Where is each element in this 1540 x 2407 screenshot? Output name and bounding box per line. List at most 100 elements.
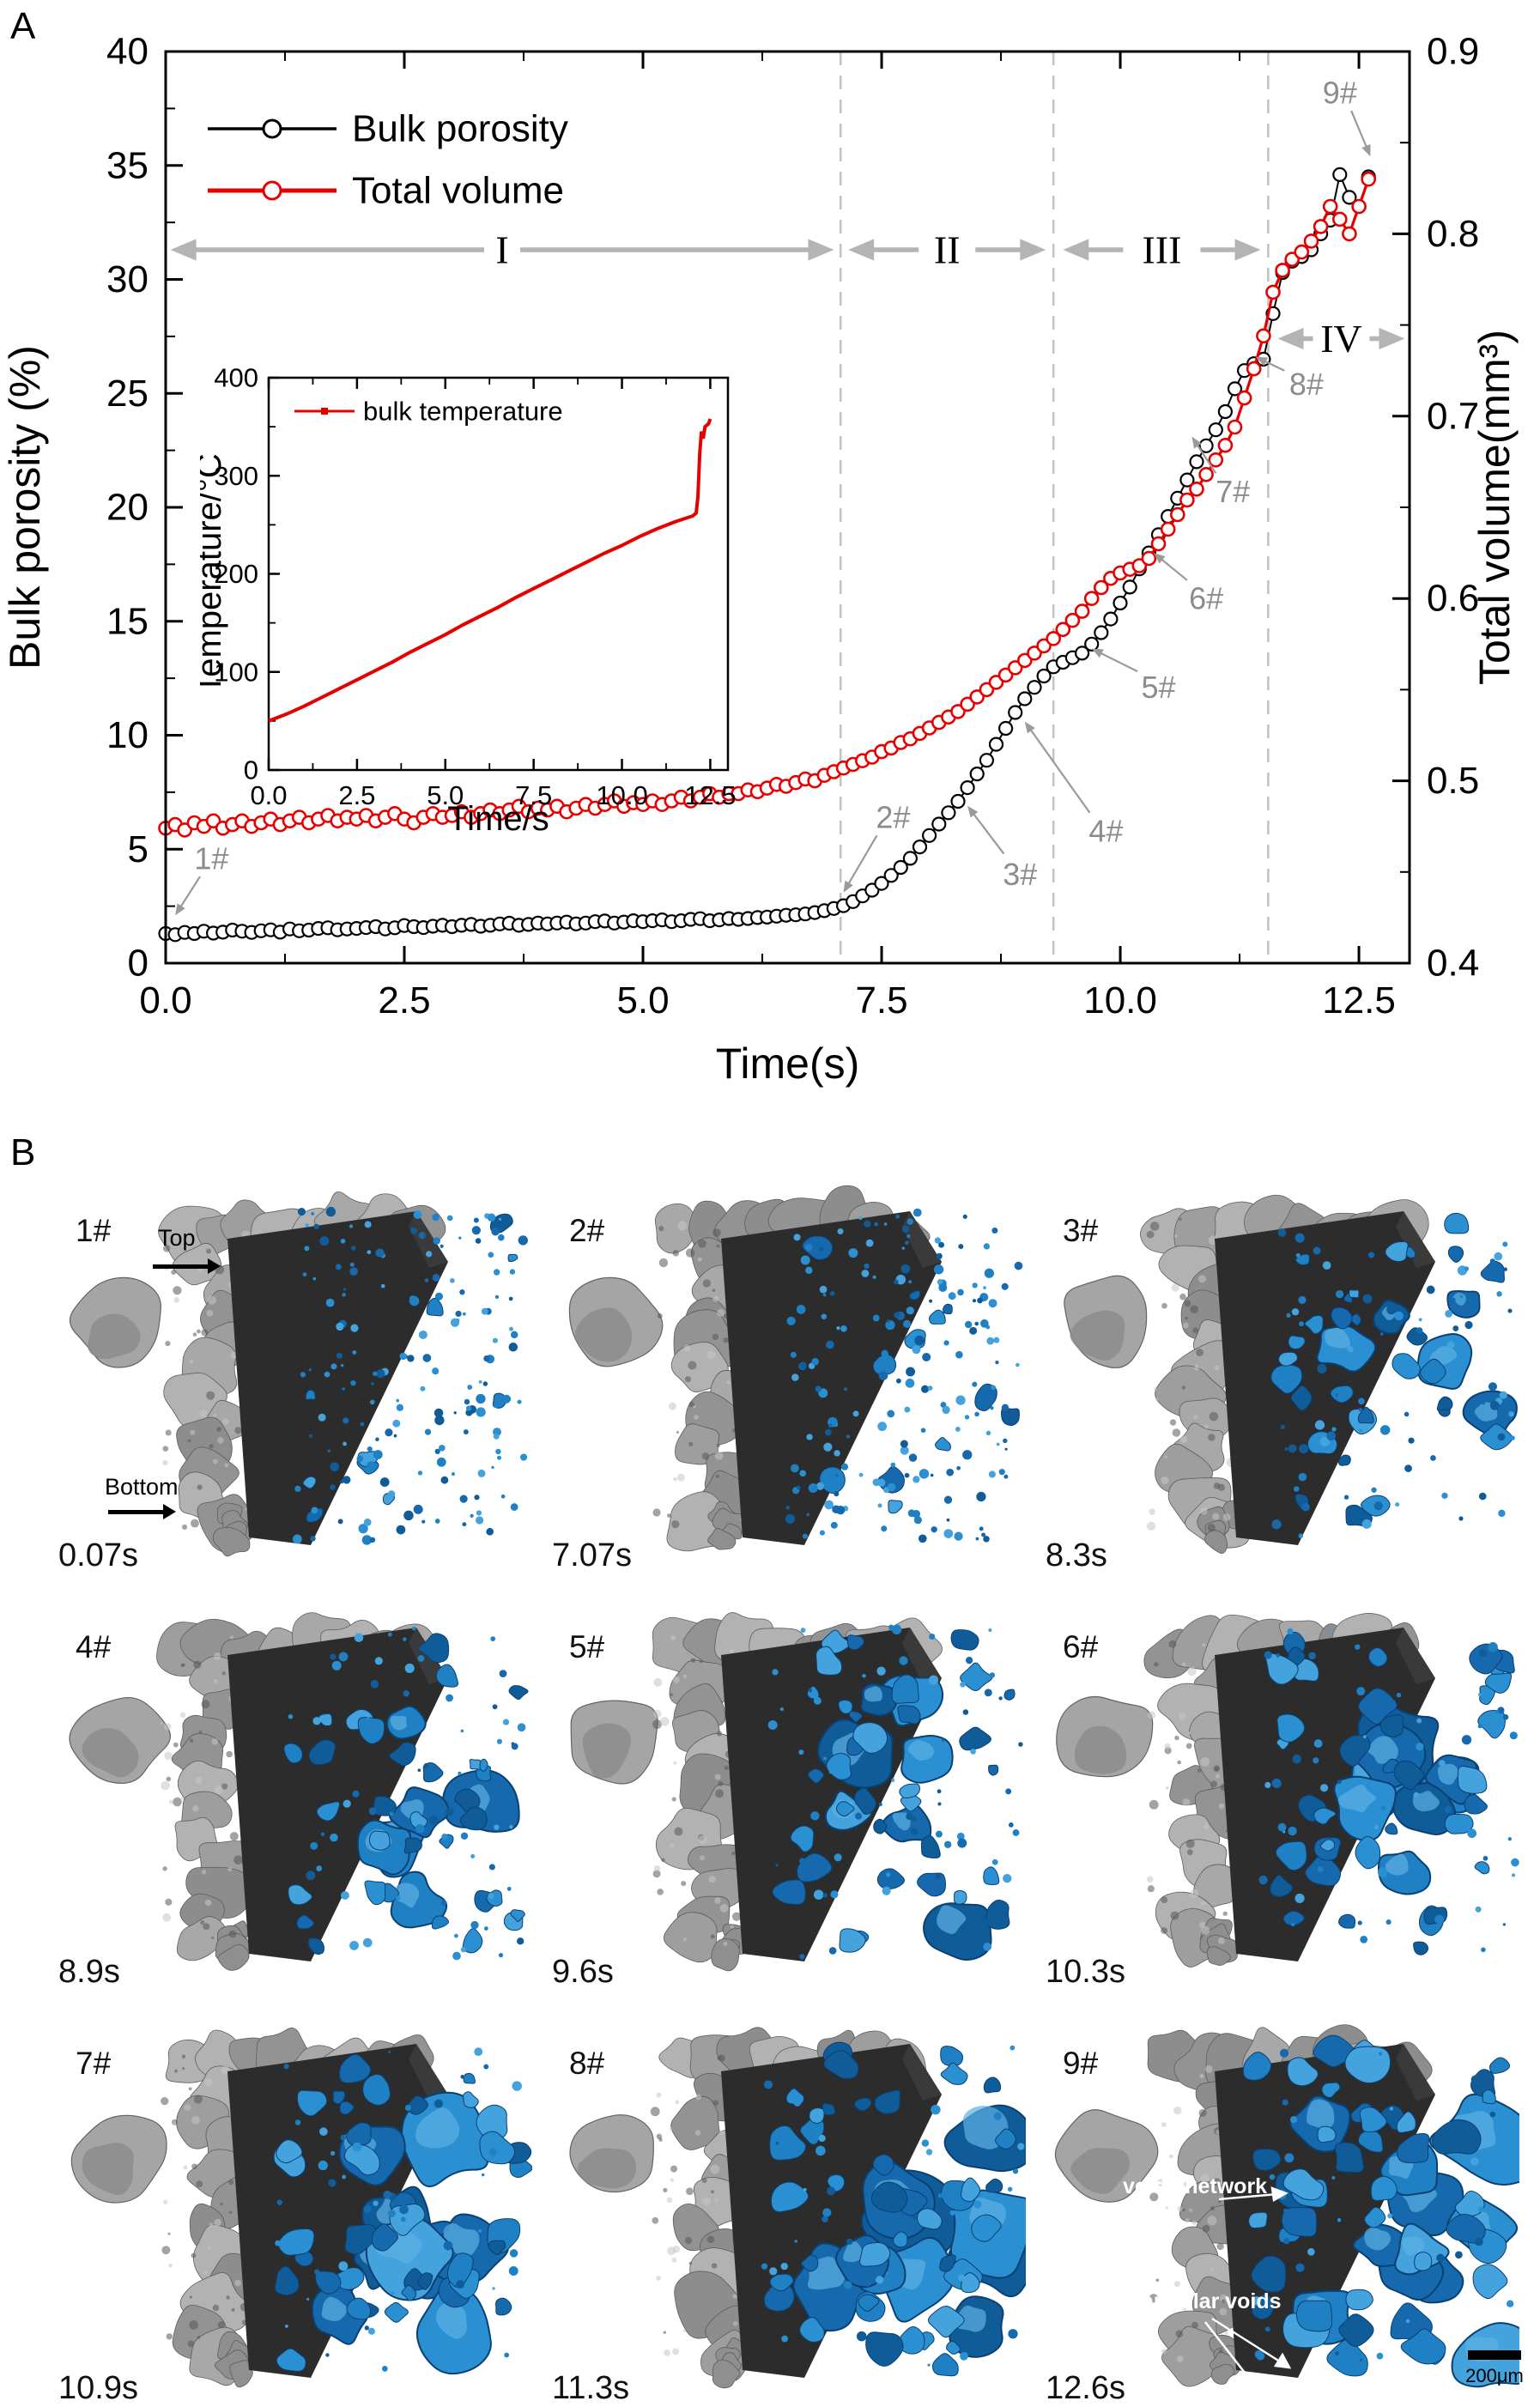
tile-id-label: 6# <box>1063 1629 1099 1664</box>
svg-text:I: I <box>495 227 508 271</box>
svg-text:Total volume: Total volume <box>352 170 564 212</box>
ct-tile-7: 7# 10.9s <box>52 1987 532 2406</box>
ct-volume-rendering-8 <box>569 2027 1026 2389</box>
series-markers-volume <box>158 171 1376 838</box>
svg-text:0.7: 0.7 <box>1427 395 1479 437</box>
voids-network-annotation: voids network <box>1123 2174 1268 2198</box>
svg-text:0: 0 <box>244 755 258 785</box>
tile-time-label: 11.3s <box>552 2370 630 2406</box>
svg-text:3#: 3# <box>1003 857 1037 892</box>
tile-id-label: 4# <box>76 1629 112 1664</box>
svg-text:35: 35 <box>106 144 149 186</box>
tile-id-label: 7# <box>76 2046 112 2081</box>
panel-b-label: B <box>10 1131 36 1173</box>
ct-volume-rendering-2 <box>568 1185 1023 1552</box>
svg-text:6#: 6# <box>1189 581 1223 616</box>
ct-tile-9: 9# voids network annular voids 12.6s <box>1039 1987 1519 2406</box>
tile-id-label: 2# <box>569 1213 605 1248</box>
scale-bar-label: 200μm <box>1465 2365 1524 2386</box>
svg-text:40: 40 <box>106 31 149 73</box>
tile-id-label: 9# <box>1063 2046 1099 2081</box>
svg-text:III: III <box>1142 227 1181 271</box>
ct-volume-rendering-7 <box>70 2028 532 2388</box>
axes: 0.0 2.5 5.0 7.5 10.0 12.5 0 5 10 15 20 25 30 35 40 0.4 0… <box>1 31 1519 1088</box>
svg-text:5: 5 <box>128 828 149 870</box>
point-callouts: 1# 2# 3# 4# 5# 6# 7# 8# 9# <box>175 75 1371 916</box>
stage-boundary-lines <box>839 52 1270 963</box>
svg-text:2.5: 2.5 <box>378 979 430 1022</box>
ct-volume-rendering-5 <box>570 1612 1023 1972</box>
tile-time-label: 12.6s <box>1046 2370 1125 2406</box>
svg-text:Bulk porosity: Bulk porosity <box>352 108 568 150</box>
temperature-chart: 0.0 2.5 5.0 7.5 10.0 12.5 0 100 200 300 400 Tempera… <box>191 363 737 839</box>
svg-text:0.0: 0.0 <box>250 780 287 810</box>
panel-a-label: A <box>10 5 36 47</box>
temperature-line <box>268 418 712 723</box>
svg-text:5#: 5# <box>1142 670 1176 705</box>
svg-text:5.0: 5.0 <box>427 780 464 810</box>
top-direction-label: Top <box>158 1225 196 1251</box>
tile-time-label: 8.3s <box>1046 1537 1107 1573</box>
svg-text:2.5: 2.5 <box>338 780 375 810</box>
ct-volume-rendering-1 <box>69 1191 529 1557</box>
ct-tile-3: 3# 8.3s <box>1039 1155 1519 1573</box>
ct-volume-rendering-3 <box>1064 1194 1518 1554</box>
svg-text:10.0: 10.0 <box>1083 979 1157 1022</box>
svg-text:0.0: 0.0 <box>139 979 191 1022</box>
x-axis-title: Time(s) <box>716 1040 860 1088</box>
tile-id-label: 8# <box>569 2046 605 2081</box>
inset-y-title: Temperature/°C <box>200 453 228 694</box>
tile-id-label: 5# <box>569 1629 605 1664</box>
tile-id-label: 3# <box>1063 1213 1099 1248</box>
svg-text:5.0: 5.0 <box>616 979 669 1022</box>
svg-text:10: 10 <box>106 714 149 756</box>
tile-time-label: 10.9s <box>58 2370 138 2406</box>
left-axis-title: Bulk porosity (%) <box>1 345 49 670</box>
tile-time-label: 8.9s <box>58 1954 120 1990</box>
svg-text:300: 300 <box>214 461 258 491</box>
svg-text:200: 200 <box>214 559 258 589</box>
svg-text:7#: 7# <box>1216 474 1250 509</box>
scale-bar-line <box>1468 2350 1521 2360</box>
ct-volume-rendering-6 <box>1056 1613 1519 1967</box>
svg-text:0.9: 0.9 <box>1427 31 1479 73</box>
svg-text:II: II <box>934 227 961 271</box>
svg-text:20: 20 <box>106 487 149 529</box>
ct-volume-rendering-4 <box>69 1612 529 1971</box>
ct-volume-rendering-9 <box>1054 2024 1519 2388</box>
scale-bar: 200μm <box>1456 2350 1533 2387</box>
ct-tile-4: 4# 8.9s <box>52 1571 532 1990</box>
svg-text:2#: 2# <box>876 800 910 835</box>
data-series <box>158 167 1376 943</box>
right-axis-title: Total volume(mm³) <box>1470 330 1519 685</box>
tile-time-label: 7.07s <box>552 1537 632 1573</box>
svg-text:10.0: 10.0 <box>596 780 647 810</box>
svg-text:8#: 8# <box>1289 367 1324 402</box>
tile-time-label: 9.6s <box>552 1954 614 1990</box>
svg-text:25: 25 <box>106 373 149 415</box>
ct-tile-2: 2# 7.07s <box>545 1155 1026 1573</box>
svg-text:0.5: 0.5 <box>1427 760 1479 802</box>
legend: Bulk porosity Total volume <box>208 108 568 212</box>
svg-text:12.5: 12.5 <box>684 780 736 810</box>
ct-tile-5: 5# 9.6s <box>545 1571 1026 1990</box>
svg-text:1#: 1# <box>194 840 228 876</box>
svg-text:0.4: 0.4 <box>1427 943 1479 985</box>
panel-a-chart: I II III IV 1# 2# 3# 4# 5# 6# 7# 8# 9# 0.0 2.5 5.0 7.5 10… <box>0 0 1540 1116</box>
ct-tile-1: 1# Top Bottom 0.07s <box>52 1155 532 1573</box>
svg-text:IV: IV <box>1320 317 1362 361</box>
ct-tile-6: 6# 10.3s <box>1039 1571 1519 1990</box>
tile-id-label: 1# <box>76 1213 112 1248</box>
bottom-direction-label: Bottom <box>105 1474 179 1500</box>
inset-x-title: Time/s <box>447 800 549 838</box>
svg-text:bulk temperature: bulk temperature <box>363 397 563 427</box>
tile-time-label: 10.3s <box>1046 1954 1125 1990</box>
ct-tile-8: 8# 11.3s <box>545 1987 1026 2406</box>
svg-text:0.8: 0.8 <box>1427 213 1479 255</box>
temperature-inset-chart: 0.0 2.5 5.0 7.5 10.0 12.5 0 100 200 300 400 Tempera… <box>191 356 784 854</box>
svg-text:0: 0 <box>128 943 149 985</box>
svg-text:7.5: 7.5 <box>515 780 552 810</box>
